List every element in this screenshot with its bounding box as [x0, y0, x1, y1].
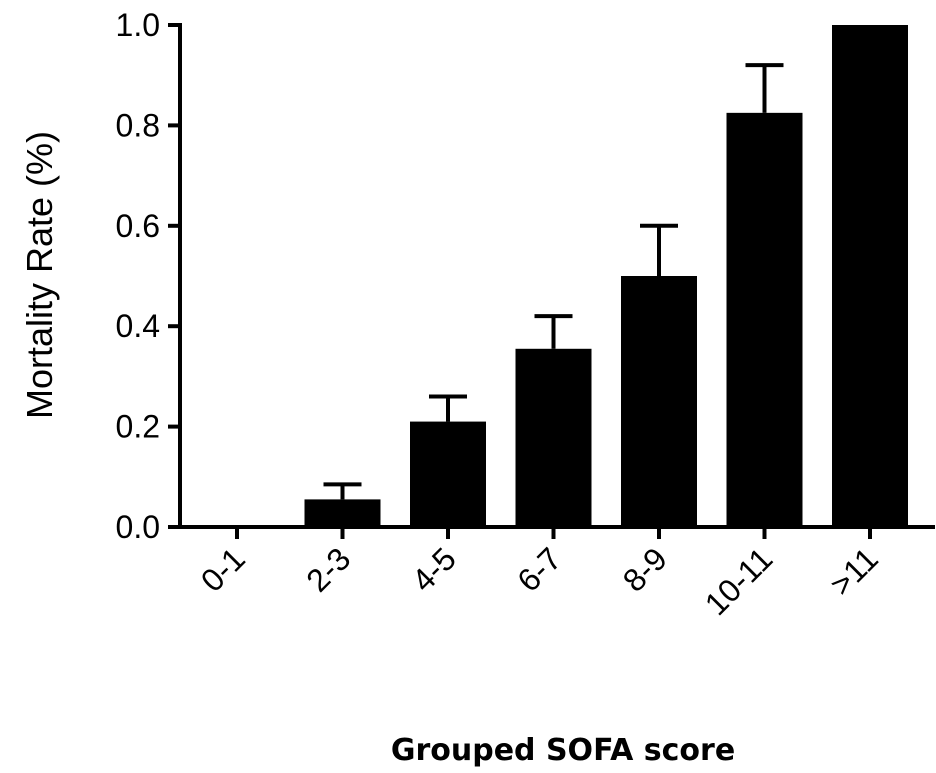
plot-area: [304, 25, 908, 527]
bar: [304, 499, 381, 527]
y-tick-label: 0.4: [116, 308, 160, 344]
bar: [726, 112, 803, 527]
x-tick-label: >11: [823, 540, 885, 602]
y-tick-label: 0.8: [116, 107, 160, 143]
bar: [410, 421, 486, 527]
y-ticks: 0.0 0.2 0.4 0.6 0.8 1.0: [116, 7, 180, 545]
y-axis-label: Mortality Rate (%): [19, 131, 60, 419]
x-tick-label: 2-3: [299, 540, 357, 598]
x-tick-label: 4-5: [405, 540, 463, 598]
x-tick-label: 10-11: [698, 540, 780, 622]
x-tick-label: 6-7: [510, 540, 568, 598]
x-tick-label: 0-1: [194, 540, 252, 598]
x-ticks: 0-1 2-3 4-5 6-7 8-9 10-11 >11: [194, 527, 885, 622]
bar: [832, 25, 908, 527]
y-tick-label: 0.6: [116, 208, 160, 244]
y-tick-label: 0.0: [116, 509, 160, 545]
x-tick-label: 8-9: [616, 540, 674, 598]
y-tick-label: 1.0: [116, 7, 160, 43]
x-axis-label: Grouped SOFA score: [391, 733, 735, 768]
y-tick-label: 0.2: [116, 409, 160, 445]
bar: [515, 348, 592, 527]
bar: [621, 276, 697, 527]
